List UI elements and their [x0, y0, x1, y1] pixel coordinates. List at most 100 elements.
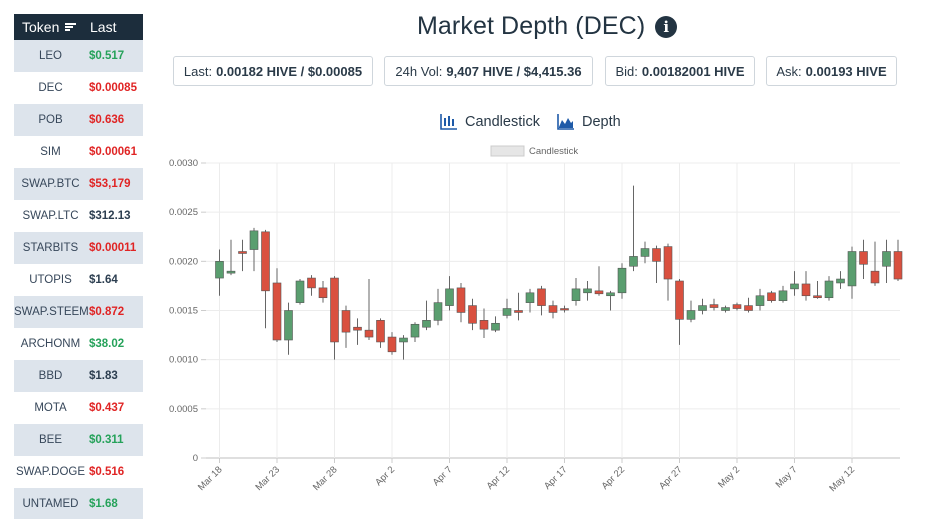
x-tick-label: May 2	[716, 464, 742, 490]
volume-value: 9,407 HIVE / $4,415.36	[446, 63, 582, 79]
bid-box: Bid: 0.00182001 HIVE	[605, 56, 755, 86]
token-row[interactable]: BBD $1.83	[14, 360, 143, 392]
sort-icon[interactable]	[65, 23, 77, 31]
x-tick-label: Apr 22	[600, 464, 628, 492]
page-title: Market Depth (DEC) i	[417, 12, 678, 41]
token-symbol: POB	[38, 114, 63, 126]
token-symbol: SWAP.LTC	[22, 210, 79, 222]
token-row[interactable]: DEC $0.00085	[14, 72, 143, 104]
candle-body	[594, 290, 604, 295]
candle-body	[686, 310, 696, 320]
candle-body	[790, 283, 799, 290]
candle-body	[525, 292, 535, 303]
x-tick-label: May 7	[774, 464, 800, 490]
legend-swatch	[490, 145, 525, 157]
token-last-price: $1.64	[89, 274, 118, 286]
token-symbol: STARBITS	[22, 242, 79, 254]
token-row[interactable]: STARBITS $0.00011	[14, 232, 143, 264]
bid-label: Bid:	[615, 63, 638, 79]
candle-body	[652, 248, 661, 262]
candle-body	[548, 305, 558, 313]
token-symbol: DEC	[38, 82, 63, 94]
token-symbol: MOTA	[34, 402, 67, 414]
candle-body	[893, 251, 903, 280]
candle-body	[226, 270, 236, 274]
token-row[interactable]: MOTA $0.437	[14, 392, 143, 424]
candle-body	[675, 280, 684, 320]
y-tick-label: 0	[193, 453, 198, 464]
token-row[interactable]: SWAP.STEEM $0.872	[14, 296, 143, 328]
token-symbol: UTOPIS	[29, 274, 72, 286]
token-row[interactable]: SWAP.BTC $53,179	[14, 168, 143, 200]
candle-body	[433, 302, 443, 321]
depth-chart-button[interactable]: Depth	[557, 114, 621, 130]
candle-body	[778, 290, 788, 301]
candle-body	[295, 280, 305, 303]
candle-body	[847, 251, 857, 287]
volume-box: 24h Vol: 9,407 HIVE / $4,415.36	[384, 56, 593, 86]
token-last-price: $53,179	[89, 178, 131, 190]
candle-body	[364, 329, 374, 338]
candle-body	[606, 292, 615, 297]
token-table: Token Last LEO $0.517 DEC $0.00085 POB $0.636…	[14, 14, 143, 519]
token-row[interactable]: SWAP.DOGE $0.516	[14, 456, 143, 488]
token-row[interactable]: SIM $0.00061	[14, 136, 143, 168]
token-symbol: LEO	[38, 50, 62, 62]
token-column-header[interactable]: Token	[14, 19, 80, 35]
ask-box: Ask: 0.00193 HIVE	[766, 56, 897, 86]
candle-body	[456, 287, 466, 313]
x-tick-label: Apr 12	[485, 464, 513, 492]
candle-body	[330, 277, 339, 343]
token-last-price: $0.437	[89, 402, 125, 414]
token-row[interactable]: UNTAMED $1.68	[14, 488, 143, 519]
candle-body	[341, 310, 351, 333]
token-symbol: SWAP.BTC	[21, 178, 80, 190]
candle-body	[640, 248, 650, 257]
candle-body	[824, 280, 834, 299]
candlestick-chart-button[interactable]: Candlestick	[440, 114, 540, 130]
y-tick-label: 0.0020	[169, 256, 198, 267]
candle-body	[318, 287, 328, 299]
last-price-value: 0.00182 HIVE / $0.00085	[216, 63, 363, 79]
token-symbol: UNTAMED	[22, 498, 79, 510]
candle-body	[560, 308, 569, 311]
token-symbol: BEE	[38, 434, 62, 446]
candle-body	[755, 295, 765, 306]
token-symbol: SWAP.STEEM	[14, 306, 89, 318]
token-row[interactable]: BEE $0.311	[14, 424, 143, 456]
token-row[interactable]: ARCHONM $38.02	[14, 328, 143, 360]
candle-body	[284, 310, 293, 341]
candle-body	[698, 305, 707, 311]
info-icon[interactable]: i	[655, 15, 678, 38]
candle-body	[617, 267, 627, 294]
token-last-price: $0.517	[89, 50, 125, 62]
candle-body	[836, 278, 845, 284]
x-tick-label: Mar 23	[253, 464, 282, 493]
token-table-header: Token Last	[14, 14, 143, 40]
last-column-header[interactable]: Last	[90, 19, 117, 35]
candle-body	[272, 282, 282, 341]
token-last-price: $0.516	[89, 466, 125, 478]
token-row[interactable]: LEO $0.517	[14, 40, 143, 72]
token-row[interactable]: POB $0.636	[14, 104, 143, 136]
token-row[interactable]: SWAP.LTC $312.13	[14, 200, 143, 232]
token-last-price: $0.311	[89, 434, 124, 446]
token-last-price: $0.872	[89, 306, 125, 318]
page-title-text: Market Depth (DEC)	[417, 12, 646, 40]
ask-value: 0.00193 HIVE	[805, 63, 887, 79]
candle-body	[422, 320, 431, 328]
y-tick-label: 0.0030	[169, 158, 198, 169]
token-last-price: $0.00061	[89, 146, 137, 158]
token-last-price: $312.13	[89, 210, 131, 222]
token-symbol: ARCHONM	[20, 338, 81, 350]
y-tick-label: 0.0005	[169, 404, 198, 415]
token-table-body: LEO $0.517 DEC $0.00085 POB $0.636 SIM $0.00061…	[14, 40, 143, 519]
token-last-price: $0.636	[89, 114, 125, 126]
candle-body	[376, 320, 385, 343]
candle-body	[468, 305, 477, 324]
bid-value: 0.00182001 HIVE	[641, 63, 745, 79]
candle-body	[479, 320, 489, 330]
token-row[interactable]: UTOPIS $1.64	[14, 264, 143, 296]
volume-label: 24h Vol:	[395, 63, 443, 79]
candlestick-icon	[440, 114, 457, 130]
